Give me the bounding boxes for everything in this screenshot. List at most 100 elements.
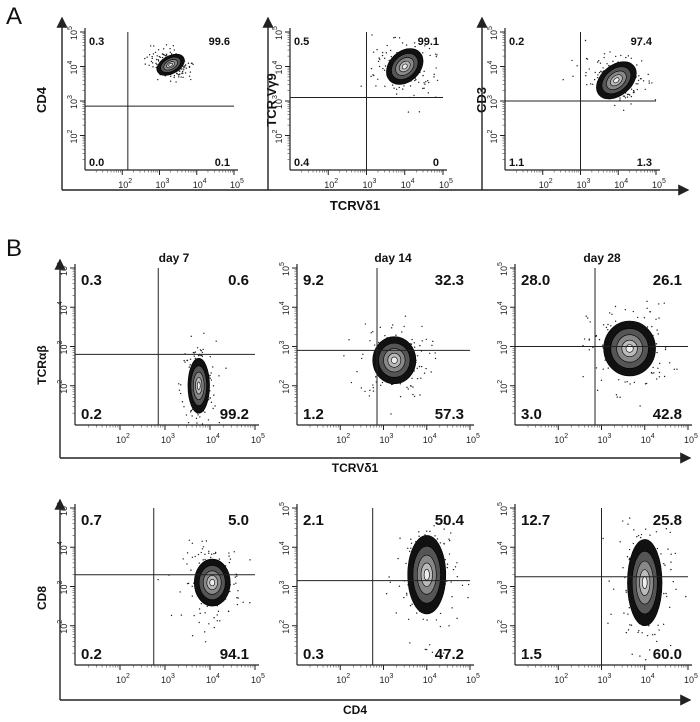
event-dot <box>605 326 608 329</box>
event-dot <box>206 605 208 608</box>
x-tick-label: 103 <box>380 673 394 685</box>
event-dot <box>637 83 639 85</box>
y-tick-label: 104 <box>272 60 284 74</box>
event-dot <box>637 79 640 82</box>
x-tick-label: 104 <box>641 673 655 685</box>
event-dot <box>204 641 207 643</box>
event-dot <box>609 312 611 314</box>
event-dot <box>622 109 625 112</box>
event-dot <box>416 612 418 614</box>
event-dot <box>151 62 154 64</box>
event-dot <box>418 535 420 537</box>
event-dot <box>412 393 414 396</box>
event-dot <box>393 87 395 89</box>
event-dot <box>393 37 395 39</box>
event-dot <box>432 340 434 343</box>
x-tick-label: 102 <box>324 178 338 190</box>
event-dot <box>658 362 661 365</box>
event-dot <box>398 37 401 39</box>
panel-b-day-14: 102 102 103 103 104 104 105 105 9.2 32.3 1.2 57.3 <box>279 262 480 445</box>
event-dot <box>612 588 615 590</box>
event-dot <box>208 550 210 553</box>
event-dot <box>439 542 442 544</box>
x-tick-label: 104 <box>401 178 415 190</box>
event-dot <box>383 57 386 60</box>
quadrant-percent-lower-right: 42.8 <box>653 406 682 423</box>
event-dot <box>373 344 376 346</box>
x-tick-label: 104 <box>641 433 655 445</box>
event-dot <box>626 556 629 558</box>
event-dot <box>612 60 614 63</box>
y-tick-label: 105 <box>272 26 284 40</box>
event-dot <box>626 381 628 383</box>
event-dot <box>625 589 627 592</box>
panel-b-cd4-cd8-day-7: 102 102 103 103 104 104 105 105 0.7 5.0 0.2 94.1 <box>57 502 265 685</box>
event-dot <box>201 355 204 358</box>
event-dot <box>249 559 251 561</box>
quadrant-percent-upper-right: 26.1 <box>653 272 682 289</box>
x-tick-label: 102 <box>336 433 350 445</box>
event-dot <box>646 634 649 637</box>
event-dot <box>225 367 227 369</box>
contour-level-5 <box>613 77 620 84</box>
event-dot <box>572 75 574 77</box>
event-dot <box>645 382 648 385</box>
panel-a-2: 102 102 103 103 104 104 105 105 0.5 99.1 0.4 0 <box>272 26 453 190</box>
panel-b-row1-x-label: TCRVδ1 <box>332 461 379 475</box>
quadrant-percent-lower-right: 0 <box>433 157 439 169</box>
x-tick-label: 104 <box>423 673 437 685</box>
event-dot <box>196 422 198 424</box>
event-dot <box>633 90 635 93</box>
panel-a-3: 102 102 103 103 104 104 105 105 0.2 97.4 1.1 1.3 <box>487 26 666 190</box>
event-dot <box>161 56 164 59</box>
y-tick-label: 105 <box>57 502 69 516</box>
y-tick-label: 103 <box>272 95 284 109</box>
event-dot <box>664 347 667 349</box>
event-dot <box>435 55 438 58</box>
event-dot <box>638 75 640 77</box>
panel-b-row2-y-label: CD8 <box>35 586 49 610</box>
event-dot <box>451 607 453 609</box>
event-dot <box>234 576 237 578</box>
event-dot <box>212 407 214 410</box>
event-dot <box>183 66 186 68</box>
event-dot <box>154 51 157 54</box>
event-dot <box>204 411 206 413</box>
quadrant-percent-upper-left: 0.5 <box>294 36 309 48</box>
event-dot <box>187 582 190 585</box>
event-dot <box>646 300 648 303</box>
event-dot <box>627 523 629 525</box>
event-dot <box>395 334 397 336</box>
event-dot <box>194 555 196 558</box>
contour-level-5 <box>642 576 648 589</box>
y-tick-label: 104 <box>487 60 499 74</box>
event-dot <box>413 395 416 398</box>
event-dot <box>658 629 660 631</box>
event-dot <box>163 48 165 50</box>
event-dot <box>201 351 204 354</box>
event-dot <box>425 367 427 370</box>
x-tick-label: 105 <box>466 673 480 685</box>
event-dot <box>627 613 629 615</box>
event-dot <box>647 73 649 76</box>
event-dot <box>648 80 650 82</box>
event-dot <box>372 51 375 53</box>
event-dot <box>212 385 215 387</box>
y-tick-label: 103 <box>497 580 509 594</box>
quadrant-percent-upper-left: 2.1 <box>303 512 324 529</box>
event-dot <box>602 344 604 346</box>
event-dot <box>674 552 676 555</box>
event-dot <box>595 334 598 337</box>
x-tick-label: 105 <box>251 673 265 685</box>
event-dot <box>429 644 431 646</box>
event-dot <box>456 617 458 620</box>
event-dot <box>639 536 642 539</box>
event-dot <box>451 595 453 598</box>
event-dot <box>390 55 392 58</box>
x-tick-label: 104 <box>423 433 437 445</box>
event-dot <box>631 653 633 656</box>
event-dot <box>651 634 654 636</box>
y-tick-label: 102 <box>487 129 499 143</box>
event-dot <box>375 85 377 87</box>
event-dot <box>159 56 162 58</box>
